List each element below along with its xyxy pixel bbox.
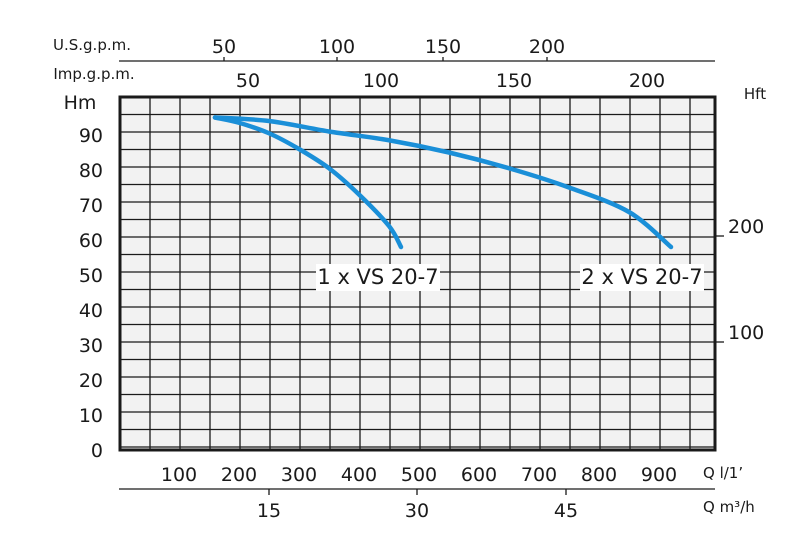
x-axis-unit-m3h: Q m³/h	[703, 498, 755, 516]
labels: 0 10 20 30 40 50 60 70 80 90 Hm Hft 100 200 U.S.g.p.m.…	[53, 36, 766, 522]
x-axis-unit-usgpm: U.S.g.p.m.	[53, 36, 131, 54]
x-tick-label-m3h: 45	[554, 500, 578, 522]
x-tick-label-m3h: 15	[257, 500, 281, 522]
y-tick-label-m: 20	[79, 370, 103, 392]
series-label: 2 x VS 20-7	[581, 265, 702, 289]
y-tick-label-m: 90	[79, 125, 103, 147]
curves	[212, 115, 674, 250]
x-tick-label-impgpm: 150	[496, 70, 532, 92]
series-label: 1 x VS 20-7	[317, 265, 438, 289]
y-tick-label-m: 10	[79, 405, 103, 427]
y-tick-label-m: 30	[79, 335, 103, 357]
plot-frame	[118, 95, 717, 452]
y-tick-label-ft: 200	[728, 216, 764, 238]
x-tick-label-lpm: 200	[221, 464, 257, 486]
series-label-background	[316, 264, 440, 291]
x-tick-label-usgpm: 150	[425, 36, 461, 58]
x-tick-label-lpm: 700	[521, 464, 557, 486]
x-tick-label-usgpm: 50	[212, 36, 236, 58]
x-tick-label-lpm: 500	[401, 464, 437, 486]
series-line-1	[212, 115, 404, 250]
x-tick-label-lpm: 800	[581, 464, 617, 486]
y-tick-label-m: 40	[79, 300, 103, 322]
x-tick-label-impgpm: 50	[236, 70, 260, 92]
series-label-background	[580, 264, 704, 291]
x-tick-label-usgpm: 200	[529, 36, 565, 58]
y-tick-label-ft: 100	[728, 322, 764, 344]
x-tick-label-lpm: 100	[161, 464, 197, 486]
x-tick-label-lpm: 900	[641, 464, 677, 486]
y-tick-label-m: 70	[79, 195, 103, 217]
x-tick-label-m3h: 30	[405, 500, 429, 522]
series-line-2	[212, 115, 674, 250]
y-axis-unit-right: Hft	[744, 85, 766, 103]
x-tick-label-lpm: 400	[341, 464, 377, 486]
x-tick-label-lpm: 600	[461, 464, 497, 486]
x-tick-label-impgpm: 200	[629, 70, 665, 92]
x-tick-label-impgpm: 100	[363, 70, 399, 92]
y-tick-label-m: 0	[91, 440, 103, 462]
x-axis-unit-lpm: Q l/1’	[703, 464, 743, 482]
y-axis-unit-left: Hm	[64, 92, 97, 114]
y-tick-label-m: 50	[79, 265, 103, 287]
y-tick-label-m: 60	[79, 230, 103, 252]
x-tick-label-usgpm: 100	[319, 36, 355, 58]
x-axis-unit-impgpm: Imp.g.p.m.	[53, 65, 134, 83]
x-tick-label-lpm: 300	[281, 464, 317, 486]
y-tick-label-m: 80	[79, 160, 103, 182]
